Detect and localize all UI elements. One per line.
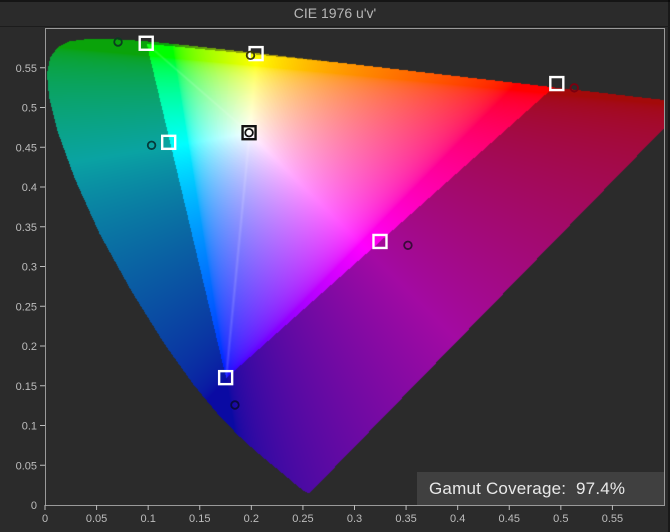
svg-text:0.05: 0.05 (86, 513, 107, 525)
svg-text:0.35: 0.35 (395, 513, 416, 525)
svg-text:0.4: 0.4 (450, 513, 465, 525)
svg-text:0.45: 0.45 (16, 142, 37, 154)
svg-text:0.3: 0.3 (347, 513, 362, 525)
svg-text:0.55: 0.55 (602, 513, 623, 525)
svg-text:0: 0 (42, 513, 48, 525)
svg-text:0.15: 0.15 (16, 381, 37, 393)
svg-text:0.3: 0.3 (22, 262, 37, 274)
svg-text:0.1: 0.1 (22, 421, 37, 433)
svg-text:0.5: 0.5 (22, 103, 37, 115)
svg-text:0.1: 0.1 (141, 513, 156, 525)
svg-text:0.25: 0.25 (292, 513, 313, 525)
svg-text:0.25: 0.25 (16, 301, 37, 313)
svg-text:0.55: 0.55 (16, 63, 37, 75)
svg-text:0.5: 0.5 (553, 513, 568, 525)
svg-text:0.15: 0.15 (189, 513, 210, 525)
svg-text:0.4: 0.4 (22, 182, 37, 194)
svg-text:0.2: 0.2 (244, 513, 259, 525)
svg-text:0.45: 0.45 (499, 513, 520, 525)
svg-text:0.05: 0.05 (16, 460, 37, 472)
svg-text:0: 0 (31, 500, 37, 512)
svg-text:0.35: 0.35 (16, 222, 37, 234)
svg-text:0.2: 0.2 (22, 341, 37, 353)
